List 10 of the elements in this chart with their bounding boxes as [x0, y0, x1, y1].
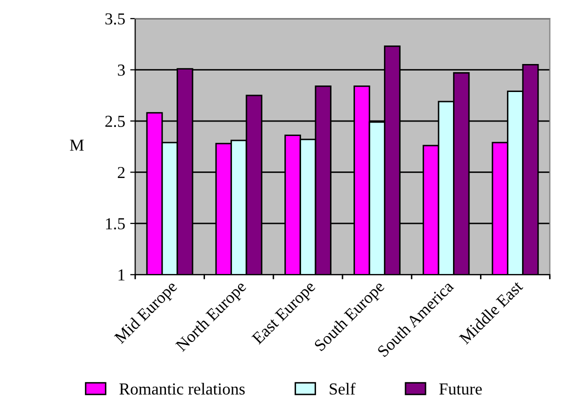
- legend-label: Future: [439, 384, 482, 395]
- y-axis-title: M: [70, 140, 84, 151]
- y-tick-label: 1.5: [106, 218, 125, 230]
- y-tick-label: 3: [118, 64, 125, 76]
- y-tick-label: 1: [118, 269, 124, 280]
- legend-label: Self: [330, 382, 356, 395]
- legend-label: Romantic relations: [119, 382, 245, 395]
- y-tick-label: 3.5: [105, 13, 125, 25]
- y-tick-label: 2: [118, 166, 125, 178]
- y-tick-label: 2.5: [105, 116, 125, 128]
